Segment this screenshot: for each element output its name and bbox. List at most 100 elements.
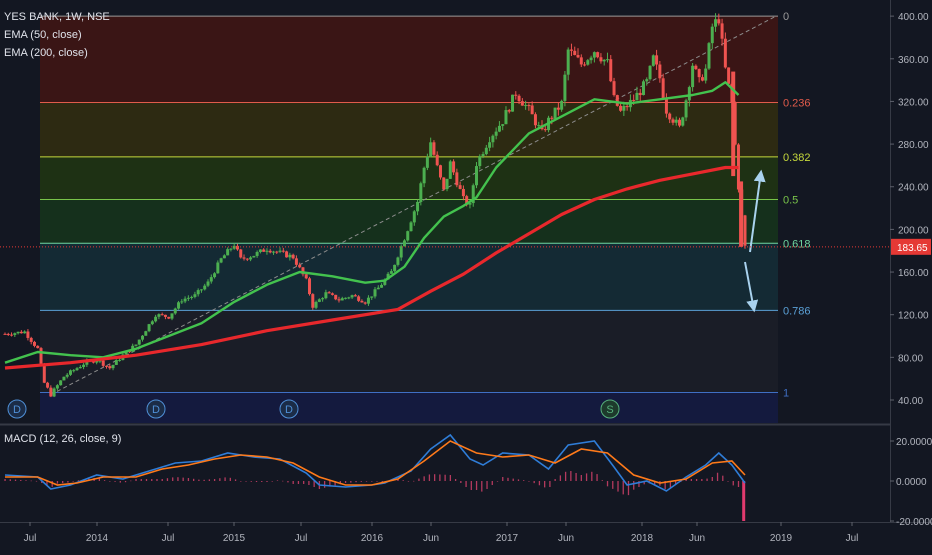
candle-body — [481, 154, 485, 157]
macd-histogram-bar — [208, 479, 211, 481]
time-tick-label: Jul — [295, 533, 308, 544]
macd-histogram-bar — [41, 481, 43, 483]
macd-histogram-bar — [72, 481, 74, 482]
fib-label: 0.236 — [783, 98, 811, 110]
legend-ema50: EMA (50, close) — [4, 29, 82, 41]
candle-body — [275, 251, 279, 253]
candle — [406, 230, 410, 242]
candle-body — [596, 52, 600, 58]
candle-body — [337, 299, 341, 301]
candle — [583, 61, 587, 67]
candle — [288, 252, 292, 261]
arrow-down-icon — [744, 261, 759, 313]
candle — [199, 289, 203, 293]
candle-body — [455, 172, 459, 186]
candle-body — [219, 258, 223, 263]
candle-body — [281, 250, 285, 252]
candle-body — [10, 334, 14, 336]
candle — [19, 330, 23, 334]
candle — [533, 112, 537, 129]
candle — [691, 62, 695, 92]
candle-body — [271, 251, 275, 253]
candle-body — [357, 296, 361, 301]
macd-histogram-bar — [276, 480, 279, 481]
candle — [658, 60, 662, 83]
macd-histogram-bar — [706, 478, 708, 481]
macd-histogram-bar — [25, 480, 27, 481]
candle-body — [429, 142, 433, 157]
candle-body — [710, 26, 714, 44]
macd-histogram-bar — [460, 481, 462, 483]
dividend-badge[interactable]: D — [146, 399, 166, 419]
macd-histogram-bar — [722, 475, 724, 481]
macd-histogram-bar — [570, 471, 572, 481]
macd-histogram-bar — [135, 479, 137, 481]
candle — [380, 283, 384, 288]
candle — [638, 88, 642, 102]
fib-label: 0 — [783, 11, 789, 23]
candle-body — [399, 246, 403, 258]
candle-body — [114, 359, 118, 365]
candle-body — [694, 65, 698, 70]
candle — [481, 151, 485, 159]
candle — [285, 250, 289, 258]
signal-line — [5, 440, 746, 486]
macd-histogram-bar — [512, 478, 514, 481]
macd-histogram-bar — [617, 481, 619, 492]
candle — [452, 159, 456, 176]
macd-histogram-bar — [428, 474, 431, 481]
candle-body — [3, 333, 7, 335]
candle-body — [514, 94, 518, 96]
macd-histogram-bar — [371, 481, 373, 482]
candle — [72, 369, 76, 373]
candle-body — [206, 281, 210, 286]
fib-label: 0.786 — [783, 305, 811, 317]
candle-body — [242, 257, 246, 259]
candle — [357, 295, 361, 303]
macd-histogram-bar — [690, 479, 693, 481]
candle-body — [278, 250, 282, 252]
candle-body — [550, 117, 554, 119]
candle — [520, 98, 524, 106]
candle — [242, 254, 246, 261]
macd-histogram-bar — [282, 480, 284, 482]
candle-body — [651, 55, 655, 66]
candle-body — [49, 387, 53, 397]
candle-body — [615, 95, 619, 106]
time-tick-label: Jun — [689, 533, 705, 544]
candle-body — [612, 81, 616, 96]
candle-body — [435, 154, 439, 166]
macd-histogram-bar — [261, 481, 263, 482]
macd-histogram-bar — [350, 481, 352, 483]
candle-body — [668, 113, 672, 120]
dividend-badge[interactable]: D — [7, 399, 27, 419]
candle — [661, 73, 665, 100]
candle — [458, 181, 462, 190]
macd-histogram-bar — [334, 481, 336, 486]
macd-histogram-bar — [56, 481, 59, 484]
candle — [173, 307, 177, 315]
candle — [229, 248, 233, 252]
macd-histogram-bar — [418, 478, 420, 481]
candle-body — [68, 370, 72, 375]
candle-body — [330, 293, 334, 295]
candle — [393, 264, 397, 273]
candle — [39, 346, 43, 365]
split-badge[interactable]: S — [600, 399, 620, 419]
candle — [556, 102, 560, 116]
macd-histogram-bar — [465, 481, 467, 487]
candle — [65, 373, 69, 379]
candle-body — [406, 231, 410, 241]
candle — [203, 283, 207, 291]
candle — [655, 49, 659, 70]
candle — [524, 100, 528, 110]
candle-body — [576, 55, 580, 58]
dividend-badge[interactable]: D — [279, 399, 299, 419]
candle-body — [262, 249, 266, 252]
candle — [376, 285, 380, 290]
candle-body — [226, 249, 230, 256]
macd-histogram-bar — [601, 480, 603, 481]
candle — [46, 381, 50, 389]
candle — [707, 41, 711, 70]
